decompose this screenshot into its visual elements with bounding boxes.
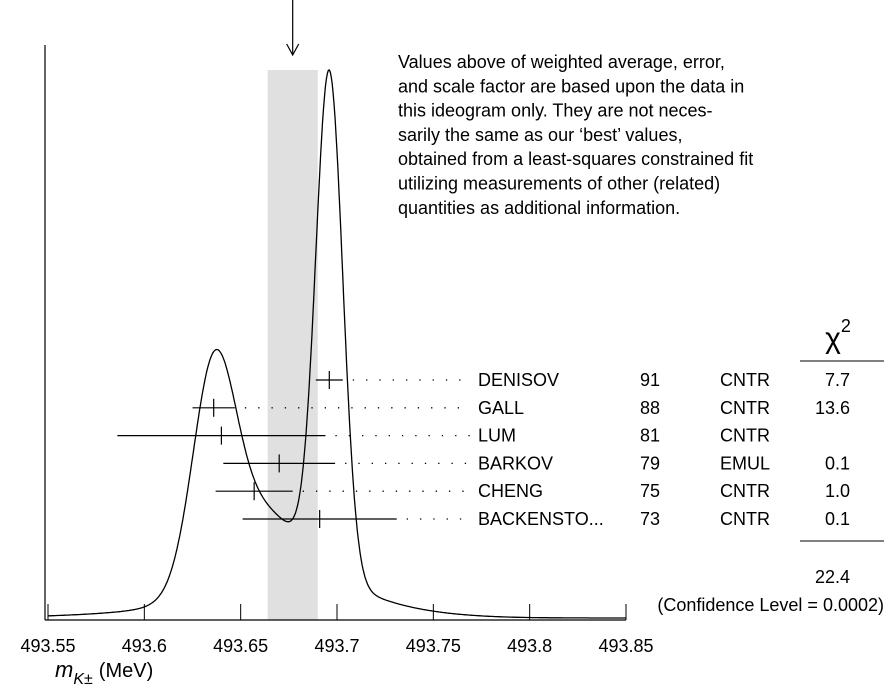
chi2-value: 0.1 (825, 509, 850, 529)
chi2-total: 22.4 (815, 567, 850, 587)
x-tick-label: 493.85 (598, 636, 653, 656)
x-tick-label: 493.8 (507, 636, 552, 656)
chi2-header: χ2 (825, 316, 851, 355)
chi2-value: 0.1 (825, 453, 850, 473)
chi2-symbol: χ (825, 322, 841, 355)
measurement-year: 91 (640, 370, 660, 390)
note-line: Values above of weighted average, error, (398, 52, 725, 72)
measurement-technique: CNTR (720, 370, 770, 390)
measurement-year: 81 (640, 426, 660, 446)
average-band (267, 70, 318, 620)
measurement-year: 73 (640, 509, 660, 529)
chi2-power: 2 (841, 316, 851, 336)
x-tick-label: 493.55 (20, 636, 75, 656)
measurement-name: BACKENSTO... (478, 509, 604, 529)
ideogram-curve (47, 69, 626, 619)
measurement-name: GALL (478, 398, 524, 418)
x-tick-label: 493.7 (314, 636, 359, 656)
measurement-technique: CNTR (720, 509, 770, 529)
note-line: this ideogram only. They are not neces- (398, 101, 713, 121)
x-tick-label: 493.75 (406, 636, 461, 656)
x-axis-label: mK± (MeV) (55, 657, 153, 687)
measurement-year: 88 (640, 398, 660, 418)
measurement-technique: CNTR (720, 426, 770, 446)
x-label-subscript: K± (73, 671, 93, 687)
x-tick-label: 493.65 (213, 636, 268, 656)
note-line: and scale factor are based upon the data… (398, 76, 744, 96)
note-line: sarily the same as our ‘best’ values, (398, 125, 682, 145)
note-line: obtained from a least-squares constraine… (398, 149, 753, 169)
measurement-name: LUM (478, 426, 516, 446)
measurement-name: DENISOV (478, 370, 559, 390)
chi2-value: 1.0 (825, 481, 850, 501)
measurement-name: CHENG (478, 481, 543, 501)
x-label-unit: (MeV) (99, 660, 153, 682)
x-label-symbol: m (55, 657, 73, 682)
chi2-value: 7.7 (825, 370, 850, 390)
measurement-technique: CNTR (720, 481, 770, 501)
measurement-year: 75 (640, 481, 660, 501)
measurement-year: 79 (640, 453, 660, 473)
arrow-head (286, 43, 300, 57)
chi2-value: 13.6 (815, 398, 850, 418)
x-tick-label: 493.6 (122, 636, 167, 656)
measurement-technique: CNTR (720, 398, 770, 418)
note-line: utilizing measurements of other (related… (398, 174, 720, 194)
note-line: quantities as additional information. (398, 198, 680, 218)
measurement-name: BARKOV (478, 453, 553, 473)
confidence-level: (Confidence Level = 0.0002) (657, 595, 884, 615)
measurement-technique: EMUL (720, 453, 770, 473)
